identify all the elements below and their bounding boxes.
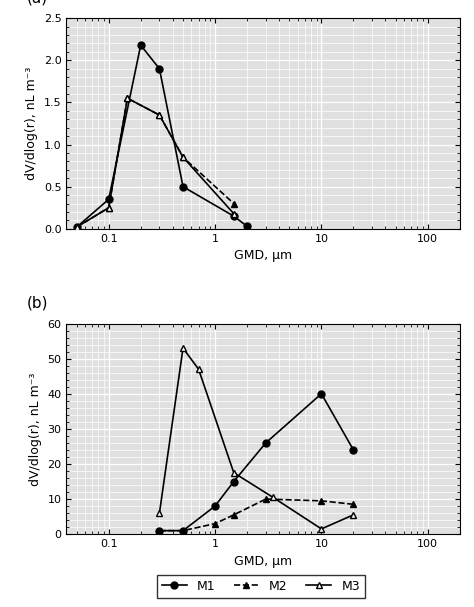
M2 xyxy=(319,497,324,504)
M3 xyxy=(74,223,80,231)
Line: M1: M1 xyxy=(73,42,251,231)
M2 xyxy=(74,223,80,231)
M3 xyxy=(231,469,237,476)
Line: M3: M3 xyxy=(156,345,357,532)
M2 xyxy=(231,200,237,207)
M3 xyxy=(319,525,324,532)
M1 xyxy=(231,478,237,485)
M2 xyxy=(106,204,111,211)
M1 xyxy=(351,446,356,453)
M1 xyxy=(180,527,186,534)
M2 xyxy=(156,112,162,119)
M3 xyxy=(180,154,186,161)
M3 xyxy=(270,493,276,501)
X-axis label: GMD, μm: GMD, μm xyxy=(234,249,292,262)
M2 xyxy=(263,495,269,503)
M3 xyxy=(106,204,111,211)
M3 xyxy=(196,365,201,373)
M3 xyxy=(351,511,356,518)
M1 xyxy=(156,65,162,72)
M1 xyxy=(106,195,111,203)
Text: (b): (b) xyxy=(27,296,48,311)
M2 xyxy=(212,520,218,527)
Y-axis label: dV/dlog(r), nL m⁻³: dV/dlog(r), nL m⁻³ xyxy=(25,67,38,180)
M1 xyxy=(231,212,237,220)
M2 xyxy=(125,95,130,102)
M1 xyxy=(156,527,162,534)
M2 xyxy=(231,511,237,518)
Line: M1: M1 xyxy=(156,390,357,534)
Line: M3: M3 xyxy=(73,95,237,231)
M3 xyxy=(231,210,237,217)
M2 xyxy=(156,527,162,534)
Legend: M1, M2, M3: M1, M2, M3 xyxy=(156,575,365,598)
M2 xyxy=(351,501,356,508)
Line: M2: M2 xyxy=(156,495,357,534)
M3 xyxy=(180,345,186,352)
M1 xyxy=(74,223,80,231)
M3 xyxy=(125,95,130,102)
M3 xyxy=(156,112,162,119)
M1 xyxy=(319,390,324,398)
M2 xyxy=(180,154,186,161)
Y-axis label: dV/dlog(r), nL m⁻³: dV/dlog(r), nL m⁻³ xyxy=(29,372,42,486)
Text: (a): (a) xyxy=(27,0,48,5)
M1 xyxy=(244,223,250,230)
M3 xyxy=(156,509,162,517)
Line: M2: M2 xyxy=(73,95,237,231)
M1 xyxy=(263,439,269,447)
M1 xyxy=(138,41,144,49)
M2 xyxy=(180,527,186,534)
M1 xyxy=(212,503,218,510)
M1 xyxy=(180,183,186,191)
X-axis label: GMD, μm: GMD, μm xyxy=(234,555,292,568)
